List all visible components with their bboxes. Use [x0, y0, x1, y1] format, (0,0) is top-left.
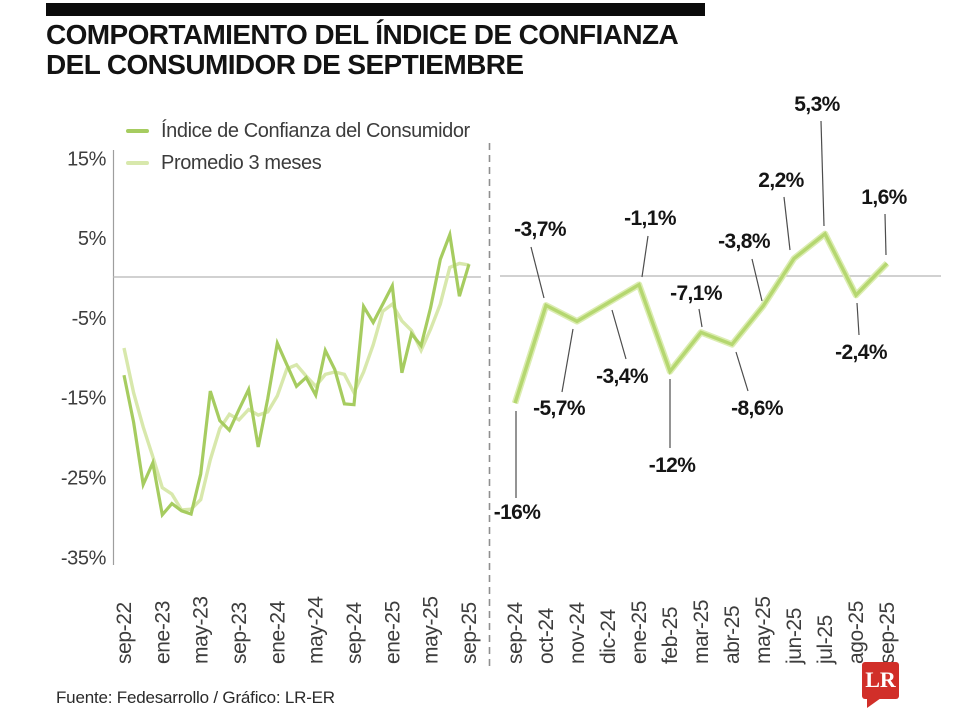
left-y-tick-label: -15%: [61, 388, 107, 410]
right-x-tick-label: sep-25: [876, 602, 899, 664]
legend-item-promedio: Promedio 3 meses: [126, 147, 470, 179]
left-y-tick-label: 15%: [67, 148, 106, 170]
left-y-tick-label: -5%: [72, 308, 107, 330]
icc-line: [122, 228, 471, 519]
right-x-tick-label: oct-24: [535, 607, 558, 664]
promedio-line-swatch: [126, 161, 149, 165]
left-x-tick-label: ene-23: [151, 601, 174, 664]
title-line-1: COMPORTAMIENTO DEL ÍNDICE DE CONFIANZA: [46, 19, 679, 50]
left-x-tick-label: sep-25: [458, 602, 481, 664]
data-label-leader-line: [820, 120, 825, 227]
data-label: -5,7%: [533, 397, 586, 420]
source-credit: Fuente: Fedesarrollo / Gráfico: LR-ER: [56, 688, 335, 707]
right-x-tick-label: jul-25: [814, 615, 837, 665]
data-label-leader-line: [735, 351, 749, 392]
left-x-tick-label: ene-25: [381, 601, 404, 664]
data-label: 2,2%: [758, 169, 804, 192]
left-x-tick-label: may-25: [420, 596, 443, 664]
data-label-leader-line: [530, 246, 545, 299]
data-label: -16%: [494, 501, 542, 524]
lr-logo-tail: [867, 698, 881, 708]
data-label: -7,1%: [670, 282, 723, 305]
data-label-leader-line: [856, 302, 860, 336]
right-x-tick-label: dic-24: [597, 608, 620, 664]
right-x-tick-label: feb-25: [659, 607, 682, 664]
data-label: -3,8%: [718, 230, 771, 253]
right-x-tick-label: abr-25: [721, 606, 744, 664]
right-x-tick-label: mar-25: [690, 600, 713, 664]
data-label-leader-line: [611, 309, 627, 360]
data-label: -2,4%: [835, 341, 888, 364]
data-label: -3,7%: [514, 218, 567, 241]
left-x-tick-label: sep-23: [228, 602, 251, 664]
legend-label-promedio: Promedio 3 meses: [161, 151, 322, 174]
legend: Índice de Confianza del Consumidor Prome…: [126, 115, 470, 179]
data-label-leader-line: [884, 213, 887, 256]
data-label: 5,3%: [794, 93, 840, 116]
legend-item-icc: Índice de Confianza del Consumidor: [126, 115, 470, 147]
lr-logo: LR: [862, 662, 899, 708]
right-x-tick-label: sep-24: [504, 601, 527, 664]
data-label-leader-line: [751, 258, 763, 302]
data-label-leader-line: [783, 196, 791, 251]
data-label: -1,1%: [624, 207, 677, 230]
data-label-leader-line: [641, 235, 649, 278]
right-x-tick-label: may-25: [752, 596, 775, 664]
left-y-tick-label: -35%: [61, 547, 107, 569]
right-x-tick-label: jun-25: [783, 608, 806, 665]
right-series-line: [513, 231, 889, 404]
left-x-tick-label: sep-24: [343, 601, 366, 664]
left-x-tick-label: may-23: [190, 596, 213, 664]
icc-line-swatch: [126, 129, 149, 133]
right-x-tick-label: ago-25: [845, 601, 868, 664]
right-x-tick-label: ene-25: [628, 601, 651, 664]
left-x-tick-label: may-24: [305, 596, 328, 664]
data-label: 1,6%: [861, 186, 907, 209]
data-label: -8,6%: [731, 397, 784, 420]
left-y-tick-label: 5%: [78, 228, 107, 250]
data-label-leader-line: [561, 328, 574, 393]
top-bar: [46, 3, 705, 16]
data-label: -12%: [649, 454, 697, 477]
right-x-tick-label: nov-24: [566, 601, 589, 664]
page-title: COMPORTAMIENTO DEL ÍNDICE DE CONFIANZA D…: [46, 19, 679, 80]
data-label-leader-line: [698, 308, 703, 328]
lr-logo-text: LR: [865, 667, 896, 692]
left-x-tick-label: ene-24: [266, 600, 289, 664]
left-y-tick-label: -25%: [61, 468, 107, 490]
title-line-2: DEL CONSUMIDOR DE SEPTIEMBRE: [46, 49, 524, 80]
data-label: -3,4%: [596, 365, 649, 388]
left-x-tick-label: sep-22: [113, 602, 136, 664]
legend-label-icc: Índice de Confianza del Consumidor: [161, 119, 470, 142]
